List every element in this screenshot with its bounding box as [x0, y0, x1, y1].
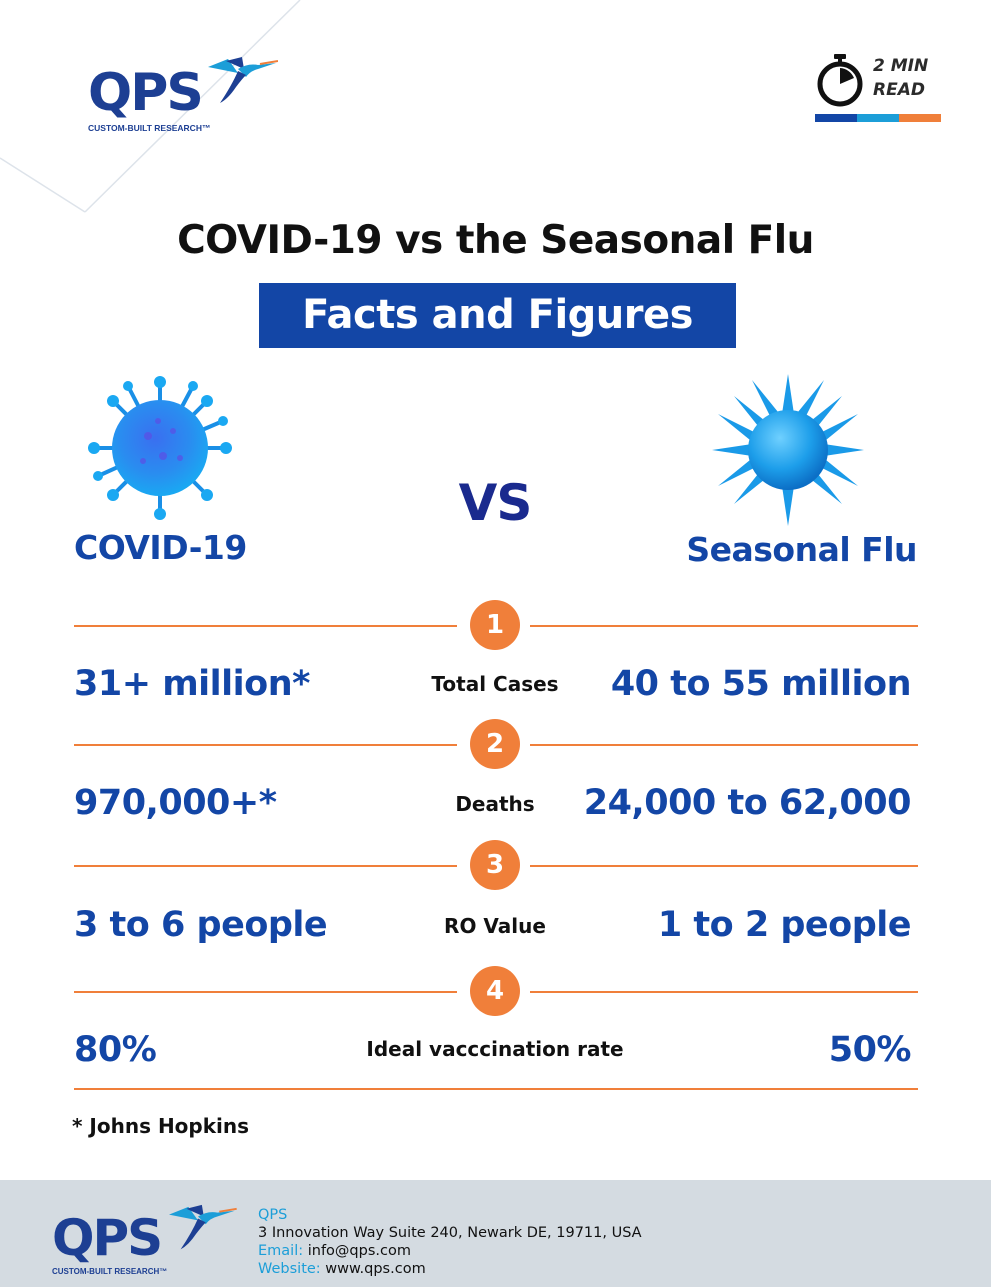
logo-wordmark: QPS: [88, 63, 204, 123]
footer-qps-logo[interactable]: QPS CUSTOM-BUILT RESEARCH™: [52, 1203, 242, 1283]
source-note: * Johns Hopkins: [72, 1114, 250, 1138]
step-number-badge: 4: [470, 966, 520, 1016]
website-link[interactable]: www.qps.com: [325, 1261, 426, 1277]
read-bar-segment: [815, 114, 857, 122]
flu-value: 40 to 55 million: [610, 664, 912, 704]
section-divider: [74, 625, 918, 627]
flu-value: 50%: [828, 1030, 912, 1070]
logo-wordmark: QPS: [52, 1209, 163, 1267]
vs-label: VS: [458, 474, 533, 532]
flu-value: 24,000 to 62,000: [583, 783, 912, 823]
page-subtitle: Facts and Figures: [302, 292, 693, 338]
covid-value: 80%: [74, 1030, 157, 1070]
logo-tagline: CUSTOM-BUILT RESEARCH™: [52, 1267, 168, 1276]
page-title: COVID-19 vs the Seasonal Flu: [177, 218, 814, 263]
stopwatch-icon: [817, 54, 863, 107]
footer-company: QPS: [258, 1207, 288, 1223]
website-label: Website:: [258, 1261, 321, 1277]
section-divider: [74, 865, 918, 867]
section-divider: [74, 744, 918, 746]
corner-decoration: [0, 0, 301, 213]
step-number-badge: 1: [470, 600, 520, 650]
read-time-text: 2 MIN READ: [873, 56, 929, 100]
bottom-divider: [74, 1088, 918, 1090]
step-number-badge: 2: [470, 719, 520, 769]
footer-address: 3 Innovation Way Suite 240, Newark DE, 1…: [258, 1225, 642, 1241]
coronavirus-icon: [88, 376, 232, 520]
metric-label: Deaths: [455, 792, 535, 816]
email-label: Email:: [258, 1243, 304, 1259]
read-bar-segment: [899, 114, 941, 122]
hummingbird-icon: [169, 1204, 237, 1250]
footer: [0, 1180, 991, 1287]
covid-heading: COVID-19: [74, 528, 247, 567]
email-link[interactable]: info@qps.com: [307, 1243, 411, 1259]
subtitle-banner: Facts and Figures: [259, 283, 736, 348]
footer-website-line: Website: www.qps.com: [258, 1260, 642, 1278]
covid-value: 970,000+*: [74, 783, 277, 823]
flu-heading: Seasonal Flu: [686, 530, 917, 569]
qps-logo[interactable]: QPS CUSTOM-BUILT RESEARCH™: [88, 55, 278, 135]
read-bar-segment: [857, 114, 899, 122]
footer-email-line: Email: info@qps.com: [258, 1242, 642, 1260]
flu-value: 1 to 2 people: [657, 905, 912, 945]
metric-label: Total Cases: [431, 672, 559, 696]
metric-label: RO Value: [444, 914, 546, 938]
covid-value: 3 to 6 people: [74, 905, 328, 945]
hummingbird-icon: [208, 57, 278, 103]
metric-label: Ideal vacccination rate: [366, 1037, 624, 1061]
section-divider: [74, 991, 918, 993]
contact-info: QPS 3 Innovation Way Suite 240, Newark D…: [258, 1206, 642, 1278]
read-time-badge: 2 MIN READ: [815, 52, 941, 124]
logo-tagline: CUSTOM-BUILT RESEARCH™: [88, 123, 211, 133]
flu-virus-icon: [712, 374, 864, 526]
step-number-badge: 3: [470, 840, 520, 890]
covid-value: 31+ million*: [74, 664, 310, 704]
